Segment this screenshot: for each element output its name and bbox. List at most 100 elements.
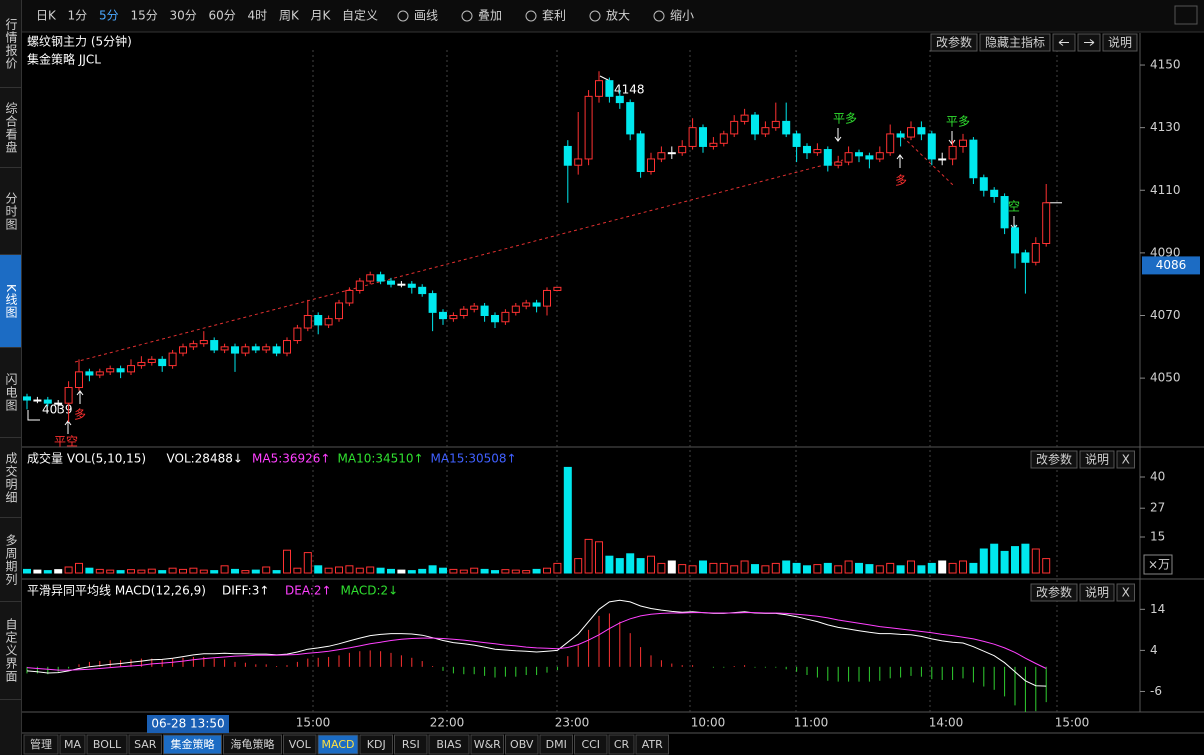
tab-label[interactable]: CCI	[581, 738, 600, 751]
candle-body	[480, 305, 489, 317]
panel-button-label[interactable]: X	[1122, 453, 1130, 467]
volume-bar	[439, 567, 447, 574]
tab[interactable]	[608, 734, 635, 755]
tab[interactable]	[470, 734, 504, 755]
panel-button-label[interactable]: 改参数	[1036, 452, 1072, 467]
tab-label[interactable]: BIAS	[436, 738, 461, 751]
panel-button[interactable]	[1116, 450, 1135, 469]
tab[interactable]	[86, 734, 128, 755]
tool-button[interactable]: 叠加	[478, 9, 502, 23]
candle-body	[553, 286, 562, 291]
panel-button[interactable]	[930, 33, 978, 52]
period-button[interactable]: 4时	[248, 9, 268, 23]
period-button[interactable]: 30分	[170, 9, 197, 23]
dea-line	[26, 612, 1047, 671]
tab-label[interactable]: SAR	[134, 738, 157, 751]
volume-bar	[1011, 546, 1019, 574]
volume-bar	[210, 570, 219, 574]
panel-button-label[interactable]: 改参数	[1036, 585, 1072, 600]
candle-body	[657, 152, 666, 160]
candle-body	[771, 120, 780, 129]
candle-body	[23, 396, 31, 401]
tab-label[interactable]: 管理	[30, 737, 52, 751]
tab-label[interactable]: MA	[64, 738, 81, 751]
tab-label[interactable]: OBV	[510, 738, 534, 751]
candle-body	[272, 346, 281, 354]
menu-button[interactable]	[1174, 5, 1198, 25]
volume-bar	[251, 569, 260, 574]
tab[interactable]	[59, 734, 86, 755]
panel-button-label[interactable]: 说明	[1085, 452, 1109, 467]
candle-body	[543, 289, 551, 307]
tab-label[interactable]: W&R	[474, 738, 501, 751]
tab[interactable]	[428, 734, 470, 755]
tab[interactable]	[539, 734, 573, 755]
side-tab[interactable]: 自定义界面	[0, 602, 21, 700]
period-button[interactable]: 日K	[36, 9, 57, 23]
last-price-box	[1142, 256, 1200, 275]
tab-label[interactable]: 集金策略	[171, 737, 215, 751]
indicator-value: 成交量 VOL(5,10,15)	[27, 451, 146, 466]
panel-button[interactable]	[1079, 583, 1115, 602]
tab[interactable]	[163, 734, 222, 755]
tab-label[interactable]: MACD	[322, 738, 355, 751]
tab-label[interactable]: VOL	[289, 738, 312, 751]
tab-label[interactable]: ATR	[642, 738, 663, 751]
side-tab[interactable]: 闪电图	[0, 348, 21, 438]
tab[interactable]	[223, 734, 282, 755]
panel-button-label[interactable]: 改参数	[936, 35, 972, 50]
volume-bar	[979, 548, 988, 574]
side-tab[interactable]: 分时图	[0, 168, 21, 255]
volume-bar	[896, 565, 905, 574]
tab[interactable]	[505, 734, 539, 755]
side-tab[interactable]: 综合看盘	[0, 88, 21, 168]
tab-label[interactable]: 海龟策略	[231, 737, 275, 751]
period-button[interactable]: 月K	[311, 9, 332, 23]
candle-body	[491, 315, 499, 323]
signal: 平空	[54, 435, 78, 449]
tool-button[interactable]: 缩小	[670, 8, 694, 23]
candle-body	[179, 346, 187, 354]
tool-icon	[397, 10, 409, 22]
panel-button[interactable]	[1079, 450, 1115, 469]
panel-button[interactable]	[1030, 450, 1078, 469]
period-button[interactable]: 周K	[279, 9, 300, 23]
period-button[interactable]: 5分	[99, 9, 119, 23]
panel-button[interactable]	[979, 33, 1051, 52]
candle-body	[418, 286, 427, 295]
volume-bar	[501, 569, 510, 574]
side-tab[interactable]: K线图	[0, 255, 21, 348]
panel-button[interactable]	[1102, 33, 1138, 52]
candle-body	[907, 127, 915, 138]
tab-label[interactable]: BOLL	[93, 738, 122, 751]
tool-button[interactable]: 放大	[606, 8, 630, 23]
period-button[interactable]: 1分	[68, 9, 88, 23]
tab[interactable]	[359, 734, 393, 755]
panel-button-label[interactable]: X	[1122, 586, 1130, 600]
panel-button[interactable]	[1030, 583, 1078, 602]
side-tab[interactable]: 成交明细	[0, 438, 21, 518]
tab[interactable]	[128, 734, 162, 755]
tab-label[interactable]: KDJ	[367, 738, 386, 751]
tab[interactable]	[283, 734, 317, 755]
tab-label[interactable]: DMI	[546, 738, 567, 751]
tab[interactable]	[23, 734, 59, 755]
tab[interactable]	[574, 734, 608, 755]
tab[interactable]	[317, 734, 359, 755]
tool-button[interactable]: 套利	[542, 9, 566, 23]
panel-button[interactable]	[1116, 583, 1135, 602]
tool-button[interactable]: 画线	[414, 9, 438, 23]
side-tab[interactable]: 行情报价	[0, 0, 21, 88]
tab[interactable]	[635, 734, 669, 755]
panel-button-label[interactable]: 说明	[1085, 585, 1109, 600]
period-button[interactable]: 15分	[131, 9, 158, 23]
tab-label[interactable]: CR	[614, 738, 630, 751]
panel-button-label[interactable]: 说明	[1108, 35, 1132, 50]
period-button[interactable]: 60分	[209, 9, 236, 23]
tab[interactable]	[394, 734, 428, 755]
period-button[interactable]: 自定义	[342, 8, 378, 23]
panel-button-label[interactable]: 隐藏主指标	[985, 35, 1045, 50]
tab-label[interactable]: RSI	[402, 738, 420, 751]
side-tab[interactable]: 多周期列	[0, 518, 21, 602]
high-label: 4148	[614, 83, 645, 97]
